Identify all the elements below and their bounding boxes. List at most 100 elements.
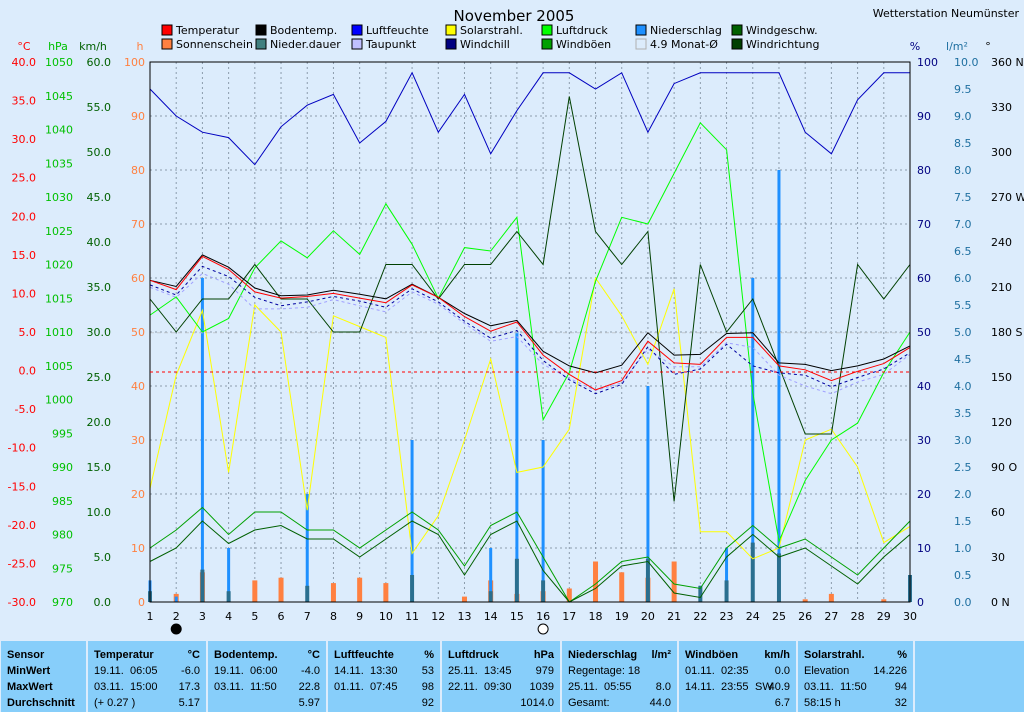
stats-max-date: 01.11. <box>334 681 364 693</box>
x-tick-label: 6 <box>278 610 285 623</box>
stats-max-time: 07:45 <box>370 681 398 693</box>
legend-swatch <box>255 38 267 50</box>
stats-max-value: 1039 <box>529 681 554 693</box>
axis-tick-wind: 30.0 <box>87 326 112 339</box>
legend-label: 4.9 Monat-Ø <box>650 38 718 51</box>
axis-tick-direction: 120 <box>991 416 1012 429</box>
bar-niederdauer <box>226 591 231 602</box>
axis-tick-percent: 50 <box>917 326 931 339</box>
axis-tick-wind: 45.0 <box>87 191 112 204</box>
legend-label: Solarstrahl. <box>460 24 523 37</box>
axis-tick-temp: -30.0 <box>8 596 36 609</box>
bar-niederdauer <box>488 591 493 602</box>
axis-tick-percent: 60 <box>917 272 931 285</box>
axis-tick-percent: 80 <box>917 164 931 177</box>
bar-niederschlag <box>541 440 545 602</box>
stats-title: Temperatur <box>94 649 154 661</box>
axis-tick-wind: 20.0 <box>87 416 112 429</box>
axis-tick-pressure: 1010 <box>45 326 73 339</box>
axis-tick-temp: 35.0 <box>12 95 37 108</box>
x-tick-label: 15 <box>510 610 524 623</box>
stats-unit: km/h <box>764 649 790 661</box>
stats-min-value: 53 <box>421 665 434 677</box>
axis-tick-temp: 15.0 <box>12 249 37 262</box>
stats-min-value: 0.0 <box>774 665 790 677</box>
bar-sonnenschein <box>330 583 336 602</box>
stats-max-value: 40.9 <box>768 681 790 693</box>
bar-niederdauer <box>514 558 519 602</box>
bar-sonnenschein <box>593 561 599 602</box>
legend-label: Windrichtung <box>746 38 819 51</box>
bar-niederdauer <box>200 569 205 602</box>
legend-swatch <box>731 24 743 36</box>
stats-row-label: MaxWert <box>7 681 53 693</box>
x-tick-label: 23 <box>720 610 734 623</box>
legend-label: Windböen <box>556 38 611 51</box>
axis-tick-temp: 40.0 <box>12 56 37 69</box>
bar-niederdauer <box>541 580 546 602</box>
legend-swatch <box>541 24 553 36</box>
bar-sonnenschein <box>383 583 389 602</box>
x-tick-label: 17 <box>562 610 576 623</box>
stats-max-date: 25.11. <box>568 681 598 693</box>
axis-unit-hours: h <box>137 40 144 53</box>
axis-tick-hours: 100 <box>124 56 145 69</box>
bar-niederdauer <box>776 553 781 602</box>
axis-tick-rain: 1.5 <box>954 515 972 528</box>
axis-tick-wind: 55.0 <box>87 101 112 114</box>
stats-max-date: 14.11. <box>685 681 715 693</box>
bar-sonnenschein <box>619 572 625 602</box>
x-tick-label: 18 <box>589 610 603 623</box>
bar-niederschlag <box>725 548 729 602</box>
bar-niederschlag <box>200 278 204 602</box>
legend-swatch <box>541 38 553 50</box>
stats-sensor-title: Sensor <box>7 649 45 661</box>
station-name: Wetterstation Neumünster <box>873 7 1020 20</box>
axis-tick-wind: 10.0 <box>87 506 112 519</box>
bar-sonnenschein <box>881 599 887 602</box>
bar-niederschlag <box>777 170 781 602</box>
axis-tick-temp: -20.0 <box>8 519 36 532</box>
axis-tick-rain: 4.5 <box>954 353 972 366</box>
axis-tick-temp: 30.0 <box>12 133 37 146</box>
x-tick-label: 21 <box>667 610 681 623</box>
axis-tick-pressure: 1040 <box>45 124 73 137</box>
axis-tick-temp: 5.0 <box>19 326 37 339</box>
stats-max-time: 15:00 <box>130 681 158 693</box>
chart-title: November 2005 <box>454 7 575 25</box>
legend-swatch <box>161 24 173 36</box>
stats-max-direction: SW <box>755 681 773 693</box>
axis-tick-temp: 0.0 <box>19 365 37 378</box>
stats-min-value: -6.0 <box>181 665 200 677</box>
axis-tick-temp: -25.0 <box>8 557 36 570</box>
axis-tick-percent: 10 <box>917 542 931 555</box>
axis-tick-pressure: 1000 <box>45 394 73 407</box>
stats-elevation-label: Elevation <box>804 665 850 677</box>
stats-max-time: 11:50 <box>840 681 867 693</box>
legend-label: Bodentemp. <box>270 24 337 37</box>
axis-tick-direction: 60 <box>991 506 1005 519</box>
axis-tick-wind: 40.0 <box>87 236 112 249</box>
stats-max-time: 11:50 <box>250 681 277 693</box>
x-tick-label: 26 <box>798 610 812 623</box>
line-layer <box>149 71 911 603</box>
stats-max-time: 09:30 <box>484 681 512 693</box>
bar-sonnenschein <box>802 599 808 602</box>
stats-min-value: -4.0 <box>301 665 320 677</box>
axis-tick-temp: 10.0 <box>12 287 37 300</box>
axis-tick-hours: 40 <box>131 380 145 393</box>
stats-min-date: 19.11. <box>94 665 124 677</box>
x-tick-label: 4 <box>225 610 232 623</box>
bar-niederdauer <box>645 558 650 602</box>
stats-min-time: 13:45 <box>484 665 512 677</box>
legend-swatch <box>445 38 457 50</box>
x-tick-label: 3 <box>199 610 206 623</box>
x-tick-label: 22 <box>693 610 707 623</box>
x-tick-label: 2 <box>173 610 180 623</box>
series-windrichtung <box>149 96 911 502</box>
axis-tick-percent: 20 <box>917 488 931 501</box>
axis-tick-wind: 35.0 <box>87 281 112 294</box>
stats-avg-value: 1014.0 <box>520 697 554 709</box>
bar-niederschlag <box>227 548 231 602</box>
series-temperatur <box>149 255 911 391</box>
